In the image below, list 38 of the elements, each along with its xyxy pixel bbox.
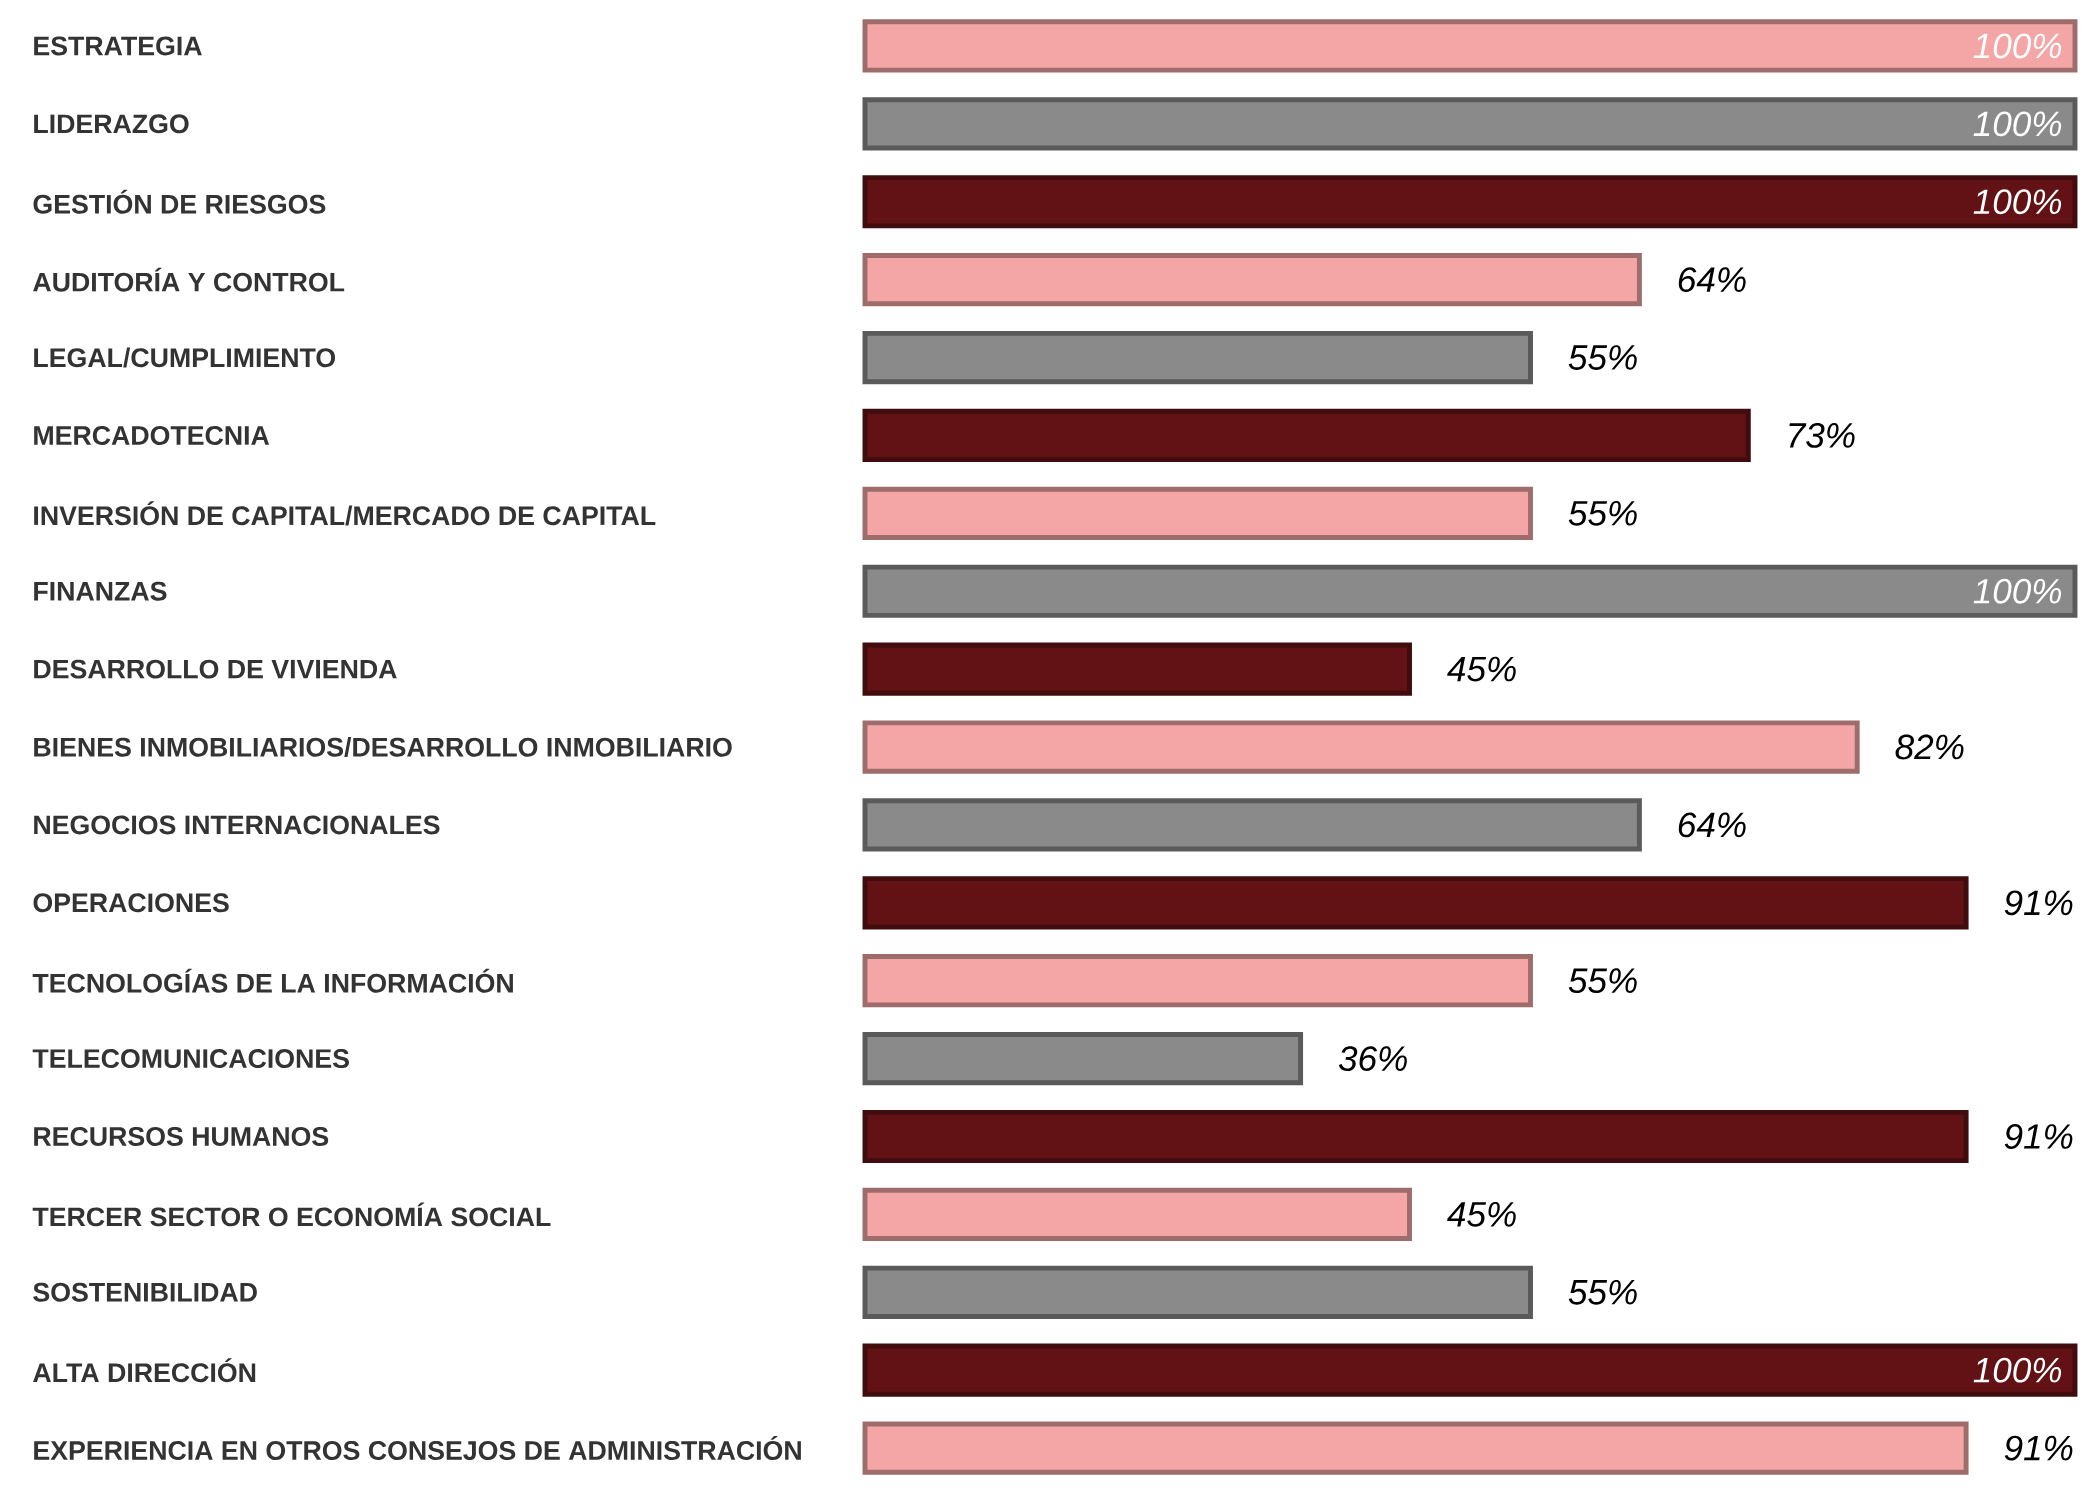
data-label: 82% bbox=[1895, 734, 1964, 760]
y-tick-label: INVERSIÓN DE CAPITAL/MERCADO DE CAPITAL bbox=[34, 501, 656, 526]
data-label: 45% bbox=[1447, 656, 1516, 682]
data-label: 45% bbox=[1447, 1201, 1516, 1227]
data-label: 55% bbox=[1568, 1279, 1637, 1305]
data-label: 64% bbox=[1678, 267, 1746, 293]
y-tick-label: TELECOMUNICACIONES bbox=[32, 1049, 349, 1069]
y-tick-label: LIDERAZGO bbox=[34, 114, 189, 134]
data-label: 55% bbox=[1568, 500, 1637, 526]
y-tick-label: ALTA DIRECCIÓN bbox=[33, 1358, 256, 1383]
y-tick-label: LEGAL/CUMPLIMIENTO bbox=[34, 347, 336, 368]
y-tick-label: TECNOLOGÍAS DE LA INFORMACIÓN bbox=[32, 968, 513, 993]
data-label: 100% bbox=[1973, 578, 2062, 604]
y-tick-label: DESARROLLO DE VIVIENDA bbox=[34, 659, 397, 679]
y-tick-label: MERCADOTECNIA bbox=[34, 425, 270, 445]
data-label: 100% bbox=[1973, 1357, 2062, 1383]
y-tick-label: EXPERIENCIA EN OTROS CONSEJOS DE ADMINISTRACIÓN bbox=[34, 1436, 801, 1461]
data-label: 73% bbox=[1789, 423, 1855, 448]
data-label: 100% bbox=[1973, 189, 2062, 215]
y-tick-label: GESTIÓN DE RIESGOS bbox=[33, 189, 326, 214]
y-tick-label: ESTRATEGIA bbox=[34, 36, 202, 56]
y-tick-label: BIENES INMOBILIARIOS/DESARROLLO INMOBILIARIO bbox=[34, 737, 732, 757]
y-tick-label: OPERACIONES bbox=[33, 893, 229, 913]
y-tick-label: RECURSOS HUMANOS bbox=[34, 1127, 329, 1146]
data-label: 100% bbox=[1973, 111, 2062, 137]
data-label: 91% bbox=[2004, 890, 2073, 916]
data-label: 55% bbox=[1568, 345, 1637, 370]
data-label: 91% bbox=[2004, 1124, 2073, 1149]
data-label: 55% bbox=[1568, 968, 1637, 994]
y-tick-label: TERCER SECTOR O ECONOMÍA SOCIAL bbox=[32, 1202, 551, 1227]
data-label: 36% bbox=[1338, 1046, 1407, 1072]
y-tick-label: SOSTENIBILIDAD bbox=[33, 1282, 257, 1302]
data-label: 100% bbox=[1973, 33, 2062, 59]
y-tick-label: AUDITORÍA Y CONTROL bbox=[33, 267, 345, 292]
data-label: 91% bbox=[2004, 1435, 2073, 1461]
y-tick-label: NEGOCIOS INTERNACIONALES bbox=[34, 815, 440, 835]
data-label: 64% bbox=[1678, 812, 1746, 838]
y-tick-label: FINANZAS bbox=[34, 581, 167, 601]
